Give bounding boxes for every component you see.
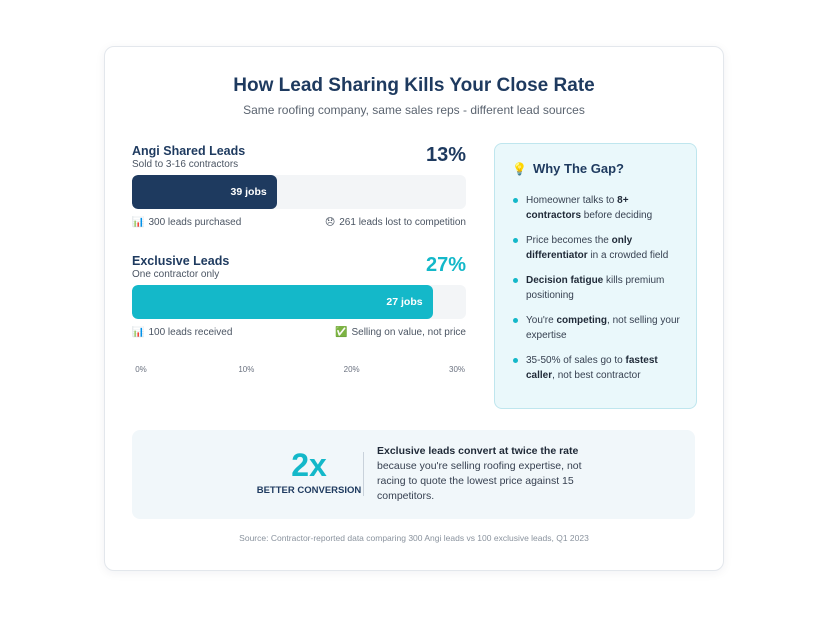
gap-reasons-list: Homeowner talks to 8+ contractors before… <box>512 193 684 393</box>
x-tick-label: 0% <box>135 365 147 374</box>
bullet-dot-icon <box>513 238 518 243</box>
gap-reason-item: Homeowner talks to 8+ contractors before… <box>512 193 684 223</box>
bullet-dot-icon <box>513 318 518 323</box>
bullet-dot-icon <box>513 358 518 363</box>
exclusive-leads-bar-label: 27 jobs <box>386 296 423 308</box>
bar-chart-emoji-icon: 📊 <box>132 217 145 228</box>
exclusive-leads-subtitle: One contractor only <box>132 269 220 280</box>
shared-leads-track: 39 jobs <box>132 175 466 209</box>
summary-body: because you're selling roofing expertise… <box>377 460 582 502</box>
summary-text: Exclusive leads convert at twice the rat… <box>377 444 592 504</box>
x-axis: 0% 10% 20% 30% <box>132 365 466 377</box>
exclusive-leads-bar: 27 jobs <box>132 285 433 319</box>
shared-leads-bar: 39 jobs <box>132 175 277 209</box>
exclusive-leads-percent: 27% <box>425 254 466 276</box>
exclusive-leads-title: Exclusive Leads <box>132 254 230 268</box>
exclusive-leads-track: 27 jobs <box>132 285 466 319</box>
exclusive-leads-block: Exclusive Leads One contractor only 27% … <box>132 254 466 338</box>
x-tick-label: 30% <box>448 365 466 374</box>
chart-title: How Lead Sharing Kills Your Close Rate <box>233 75 595 96</box>
summary-headline: Exclusive leads convert at twice the rat… <box>377 445 579 457</box>
sad-face-emoji-icon: 😞 <box>324 217 336 228</box>
gap-reason-item: You're competing, not selling your exper… <box>512 313 684 343</box>
summary-divider <box>363 452 364 496</box>
gap-reason-item: Decision fatigue kills premium positioni… <box>512 273 684 303</box>
source-note: Source: Contractor-reported data compari… <box>239 533 589 543</box>
summary-panel: 2x BETTER CONVERSION Exclusive leads con… <box>132 430 695 519</box>
why-the-gap-heading: 💡 Why The Gap? <box>512 161 624 176</box>
shared-leads-bar-label: 39 jobs <box>230 186 267 198</box>
gap-reason-item: 35-50% of sales go to fastest caller, no… <box>512 353 684 383</box>
chart-subtitle: Same roofing company, same sales reps - … <box>243 103 585 117</box>
shared-leads-lost: 😞 261 leads lost to competition <box>324 217 466 228</box>
check-mark-emoji-icon: ✅ <box>335 327 348 338</box>
shared-leads-block: Angi Shared Leads Sold to 3-16 contracto… <box>132 144 466 228</box>
conversion-label: BETTER CONVERSION <box>256 485 362 496</box>
conversion-stat: 2x BETTER CONVERSION <box>244 446 374 496</box>
exclusive-leads-received: 📊 100 leads received <box>132 327 233 338</box>
x-tick-label: 20% <box>343 365 360 374</box>
bullet-dot-icon <box>513 278 518 283</box>
bullet-dot-icon <box>513 198 518 203</box>
conversion-multiplier: 2x <box>291 447 327 483</box>
shared-leads-subtitle: Sold to 3-16 contractors <box>132 159 239 170</box>
shared-leads-purchased: 📊 300 leads purchased <box>132 217 242 228</box>
shared-leads-title: Angi Shared Leads <box>132 144 246 158</box>
exclusive-leads-value: ✅ Selling on value, not price <box>335 327 466 338</box>
why-the-gap-panel: 💡 Why The Gap? Homeowner talks to 8+ cont… <box>494 143 697 409</box>
lightbulb-emoji-icon: 💡 <box>512 162 527 176</box>
shared-leads-percent: 13% <box>425 144 466 166</box>
infographic-card: How Lead Sharing Kills Your Close Rate S… <box>104 46 724 571</box>
x-tick-label: 10% <box>238 365 255 374</box>
bar-chart-emoji-icon: 📊 <box>132 327 145 338</box>
gap-reason-item: Price becomes the only differentiator in… <box>512 233 684 263</box>
